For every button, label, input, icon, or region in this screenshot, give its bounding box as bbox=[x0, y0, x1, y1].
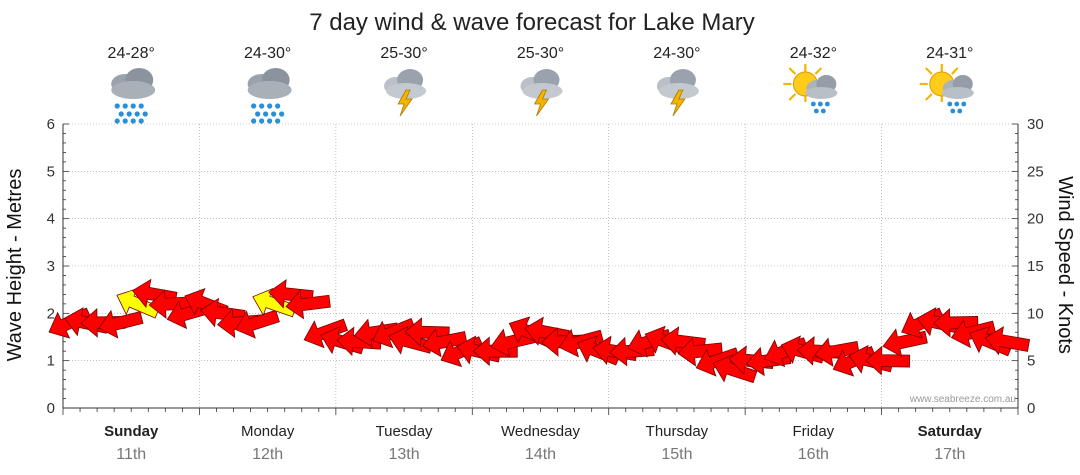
wind-arrow bbox=[404, 317, 450, 347]
day-date-label: 14th bbox=[525, 446, 556, 463]
left-tick-label: 1 bbox=[47, 353, 55, 370]
right-axis-title: Wind Speed - Knots bbox=[1054, 176, 1076, 354]
left-tick-label: 4 bbox=[47, 211, 55, 228]
left-tick-label: 6 bbox=[47, 116, 55, 133]
chart-title: 7 day wind & wave forecast for Lake Mary bbox=[309, 9, 755, 36]
day-name-label: Wednesday bbox=[501, 423, 580, 440]
day-date-label: 15th bbox=[661, 446, 692, 463]
day-name-label: Sunday bbox=[104, 423, 159, 440]
rain-cloud-icon bbox=[111, 68, 156, 124]
left-axis-title: Wave Height - Metres bbox=[4, 169, 26, 362]
right-tick-label: 20 bbox=[1027, 211, 1044, 228]
wind-arrow bbox=[285, 289, 331, 320]
wind-arrow bbox=[472, 336, 518, 367]
sun-shower-icon bbox=[918, 62, 975, 115]
thunderstorm-icon bbox=[656, 68, 700, 117]
day-header-row: 24-28° 24-30° 25-30° 25-30° 24-30° 24-32° 24-3… bbox=[108, 45, 975, 124]
wind-arrow bbox=[422, 328, 468, 358]
wind-arrows bbox=[48, 278, 1031, 384]
day-labels: Sunday 11th Monday 12th Tuesday 13th Wednesday… bbox=[104, 423, 982, 463]
day-name-label: Tuesday bbox=[376, 423, 433, 440]
day-name-label: Friday bbox=[793, 423, 835, 440]
day-date-label: 17th bbox=[934, 446, 965, 463]
day-temp-range: 24-32° bbox=[790, 45, 837, 62]
right-tick-label: 25 bbox=[1027, 163, 1044, 180]
thunderstorm-icon bbox=[520, 68, 563, 117]
left-tick-label: 5 bbox=[47, 163, 55, 180]
wind-arrow bbox=[814, 337, 860, 367]
day-temp-range: 24-30° bbox=[653, 45, 700, 62]
wind-arrow bbox=[677, 336, 723, 367]
day-name-label: Saturday bbox=[918, 423, 983, 440]
day-temp-range: 24-28° bbox=[108, 45, 155, 62]
wind-arrow bbox=[933, 308, 979, 338]
left-tick-label: 2 bbox=[47, 305, 55, 322]
right-tick-label: 0 bbox=[1027, 400, 1035, 417]
axes: 0 1 2 3 4 5 6 0 5 10 15 20 25 30 bbox=[47, 116, 1044, 417]
day-date-label: 11th bbox=[116, 446, 146, 463]
day-date-label: 13th bbox=[389, 446, 420, 463]
wind-arrow bbox=[984, 326, 1031, 356]
right-tick-label: 5 bbox=[1027, 353, 1035, 370]
day-temp-range: 24-30° bbox=[244, 45, 291, 62]
credit-watermark: www.seabreeze.com.au bbox=[909, 394, 1016, 405]
day-temp-range: 25-30° bbox=[517, 45, 564, 62]
sun-shower-icon bbox=[782, 62, 839, 115]
right-tick-label: 15 bbox=[1027, 258, 1044, 275]
wind-arrow bbox=[98, 309, 144, 339]
thunderstorm-icon bbox=[383, 68, 427, 117]
left-tick-label: 0 bbox=[47, 400, 55, 417]
wind-arrow bbox=[864, 345, 911, 376]
rain-cloud-icon bbox=[247, 68, 292, 124]
day-date-label: 12th bbox=[252, 446, 283, 463]
day-name-label: Thursday bbox=[646, 423, 709, 440]
right-tick-label: 30 bbox=[1027, 116, 1044, 133]
day-name-label: Monday bbox=[241, 423, 295, 440]
day-date-label: 16th bbox=[798, 446, 829, 463]
wind-arrow bbox=[235, 309, 280, 339]
day-temp-range: 25-30° bbox=[380, 45, 427, 62]
day-temp-range: 24-31° bbox=[926, 45, 973, 62]
left-tick-label: 3 bbox=[47, 258, 55, 275]
right-tick-label: 10 bbox=[1027, 305, 1044, 322]
